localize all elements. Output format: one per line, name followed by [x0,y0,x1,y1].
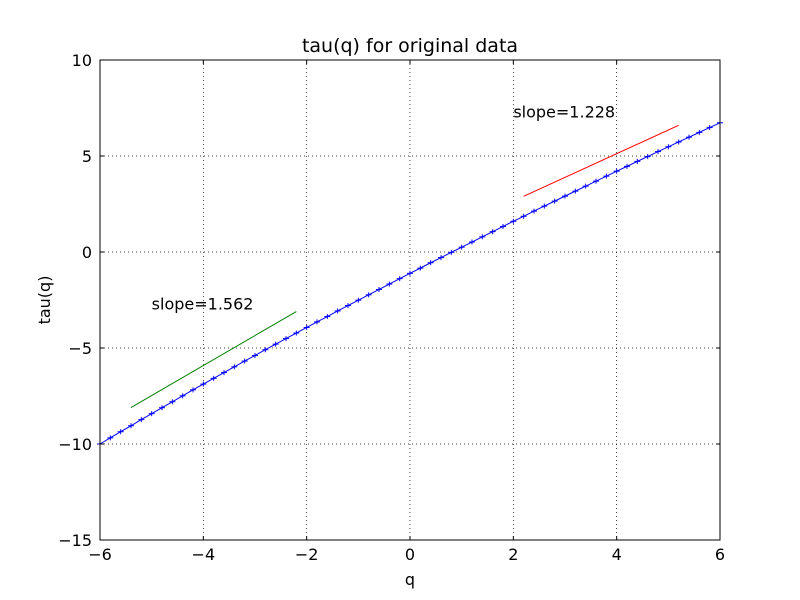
x-tick-label: −4 [192,545,216,564]
series-layer [97,120,723,447]
x-tick-label: −6 [88,545,112,564]
y-tick-label: 0 [82,243,92,262]
x-tick-label: 0 [405,545,415,564]
series-line-1 [130,311,297,408]
x-tick-label: 6 [715,545,725,564]
y-tick-label: 5 [82,147,92,166]
y-tick-label: 10 [72,51,92,70]
x-tick-label: 2 [508,545,518,564]
x-tick-label: 4 [612,545,622,564]
y-tick-label: −10 [58,435,92,454]
x-axis-label: q [405,570,415,589]
annotations-layer: slope=1.562 slope=1.228 [152,103,615,314]
grid [100,60,720,540]
chart-title: tau(q) for original data [302,35,518,57]
slope-annotation: slope=1.562 [152,295,254,314]
y-axis-label: tau(q) [35,276,54,325]
slope-annotation: slope=1.228 [513,103,615,122]
y-tick-label: −5 [68,339,92,358]
ticks-layer: −6 −4 −2 0 2 4 6 −15 −10 −5 0 5 10 [58,51,725,564]
x-tick-label: −2 [295,545,319,564]
series-line-2 [523,124,679,197]
y-tick-label: −15 [58,531,92,550]
